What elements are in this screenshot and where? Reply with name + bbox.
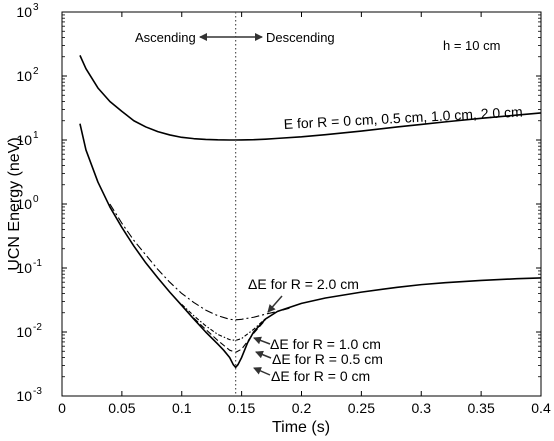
ascending-label: Ascending — [135, 30, 196, 45]
y-tick-exponent: -1 — [33, 258, 42, 269]
y-tick-label: 10 — [16, 4, 32, 20]
y-axis-title: UCN Energy (neV) — [6, 137, 23, 270]
x-tick-label: 0.15 — [228, 400, 255, 416]
delta-e-r05-arrow — [255, 350, 272, 359]
series-line-de-3 — [181, 303, 266, 341]
delta-e-r20-label: ΔE for R = 2.0 cm — [248, 276, 359, 292]
series-line-de-1 — [79, 123, 542, 369]
series-layer — [79, 55, 542, 369]
delta-e-r10-arrow — [253, 336, 271, 345]
x-tick-label: 0.4 — [531, 400, 551, 416]
y-tick-exponent: 1 — [33, 130, 39, 141]
y-tick-exponent: -2 — [33, 322, 42, 333]
delta-e-r0-label: ΔE for R = 0 cm — [271, 368, 370, 384]
y-tick-label: 10 — [16, 68, 32, 84]
x-tick-label: 0.35 — [468, 400, 495, 416]
x-axis-title: Time (s) — [272, 419, 330, 436]
height-label: h = 10 cm — [443, 38, 500, 53]
y-tick-label: 10 — [16, 388, 32, 404]
x-tick-label: 0.1 — [172, 400, 192, 416]
x-axis-ticks: 0 0.05 0.1 0.15 0.2 0.25 0.3 0.35 0.4 — [58, 12, 551, 416]
y-tick-exponent: 2 — [33, 66, 39, 77]
y-tick-label: 10 — [16, 196, 32, 212]
y-tick-exponent: -3 — [33, 386, 42, 397]
y-tick-exponent: 3 — [33, 2, 39, 13]
y-tick-label: 10 — [16, 324, 32, 340]
y-tick-label: 10 — [16, 260, 32, 276]
y-tick-exponent: 0 — [33, 194, 39, 205]
y-tick-label: 10 — [16, 132, 32, 148]
x-tick-label: 0.25 — [348, 400, 375, 416]
delta-e-r10-label: ΔE for R = 1.0 cm — [270, 336, 381, 352]
x-tick-label: 0.05 — [108, 400, 135, 416]
x-tick-label: 0.3 — [412, 400, 432, 416]
delta-e-r0-arrow — [253, 367, 271, 376]
x-tick-label: 0 — [58, 400, 66, 416]
delta-e-r05-label: ΔE for R = 0.5 cm — [272, 351, 383, 367]
descending-label: Descending — [266, 30, 335, 45]
x-tick-label: 0.2 — [292, 400, 312, 416]
energy-curves-label: E for R = 0 cm, 0.5 cm, 1.0 cm, 2.0 cm — [283, 103, 523, 131]
delta-e-r20-arrow — [267, 295, 283, 313]
series-line-de-4 — [109, 203, 290, 321]
series-line-de-2 — [193, 317, 266, 353]
series-line-e-0 — [79, 55, 542, 141]
